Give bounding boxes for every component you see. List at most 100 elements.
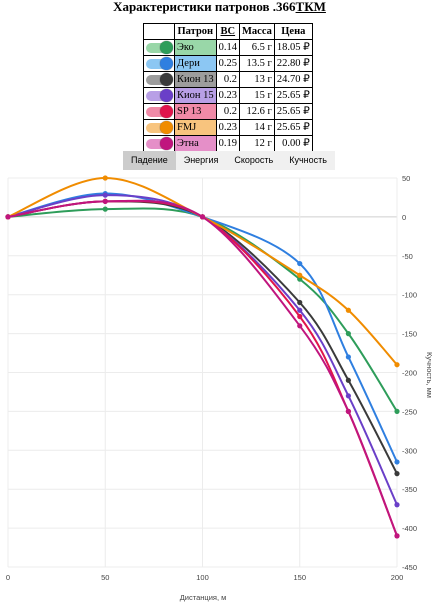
x-tick-label: 200 — [391, 573, 404, 582]
data-point[interactable] — [345, 307, 351, 313]
series-toggle[interactable] — [143, 135, 175, 152]
y-tick-label: -350 — [402, 485, 417, 494]
series-toggle[interactable] — [143, 119, 175, 136]
data-point[interactable] — [297, 260, 303, 267]
data-point[interactable] — [345, 331, 351, 337]
toggle-knob[interactable] — [160, 120, 173, 134]
ammo-price: 25.65 ₽ — [273, 119, 313, 136]
data-point[interactable] — [297, 276, 303, 282]
ammo-bc: 0.23 — [215, 119, 241, 136]
chart-series — [5, 175, 400, 539]
data-point[interactable] — [297, 299, 303, 306]
data-point[interactable] — [394, 362, 400, 368]
ammo-table-body: Эко 0.14 6.5 г 18.05 ₽ Дери 0.25 13.5 г 22.80 ₽… — [143, 39, 313, 152]
data-point[interactable] — [345, 354, 351, 360]
data-point[interactable] — [345, 377, 351, 383]
ammo-name: Этна — [174, 135, 217, 152]
x-tick-label: 100 — [196, 573, 209, 582]
tab-1[interactable]: Энергия — [183, 155, 219, 165]
data-point[interactable] — [297, 307, 303, 313]
data-point[interactable] — [102, 175, 108, 181]
title-underlined: ТКМ — [295, 0, 326, 14]
data-point[interactable] — [5, 214, 11, 220]
y-tick-label: -100 — [402, 291, 417, 300]
header-switch — [143, 23, 175, 40]
ammo-mass: 13.5 г — [239, 55, 275, 72]
title-main: Характеристики патронов .366 — [113, 0, 296, 14]
toggle-knob[interactable] — [160, 56, 173, 70]
x-tick-label: 0 — [6, 573, 10, 582]
toggle-knob[interactable] — [160, 88, 173, 102]
table-row: Кион 13 0.2 13 г 24.70 ₽ — [143, 71, 313, 88]
data-point[interactable] — [394, 533, 400, 539]
series-toggle[interactable] — [143, 87, 175, 104]
toggle-switch[interactable] — [146, 40, 173, 54]
y-tick-label: -50 — [402, 252, 413, 261]
ammo-mass: 14 г — [239, 119, 275, 136]
x-tick-label: 50 — [101, 573, 109, 582]
data-point[interactable] — [394, 459, 400, 465]
toggle-knob[interactable] — [160, 104, 173, 118]
ammo-bc: 0.25 — [215, 55, 241, 72]
data-point[interactable] — [297, 323, 303, 329]
toggle-knob[interactable] — [160, 136, 173, 150]
series-line — [7, 194, 398, 506]
ammo-price: 22.80 ₽ — [273, 55, 313, 72]
table-row: Этна 0.19 12 г 0.00 ₽ — [143, 135, 313, 152]
toggle-switch[interactable] — [146, 72, 173, 86]
table-row: Кион 15 0.23 15 г 25.65 ₽ — [143, 87, 313, 104]
header-price: Цена — [273, 23, 313, 40]
data-point[interactable] — [199, 214, 206, 220]
toggle-switch[interactable] — [146, 88, 173, 102]
header-name: Патрон — [174, 23, 217, 40]
ammo-name: Кион 13 — [174, 71, 217, 88]
data-point[interactable] — [102, 198, 108, 204]
ammo-mass: 12.6 г — [239, 103, 275, 120]
ammo-bc: 0.14 — [215, 39, 241, 56]
series-toggle[interactable] — [143, 39, 175, 56]
ammo-name: FMJ — [174, 119, 217, 136]
ammo-name: SP 13 — [174, 103, 217, 120]
data-point[interactable] — [102, 206, 108, 212]
series-toggle[interactable] — [143, 103, 175, 120]
ammo-table: Патрон ВС Масса Цена Эко 0.14 6.5 г 18.05 ₽… — [143, 23, 313, 152]
toggle-switch[interactable] — [146, 120, 173, 134]
ammo-name: Дери — [174, 55, 217, 72]
toggle-switch[interactable] — [146, 56, 173, 70]
header-bc: ВС — [215, 23, 241, 40]
data-point[interactable] — [394, 502, 400, 508]
data-point[interactable] — [102, 192, 108, 198]
table-row: Дери 0.25 13.5 г 22.80 ₽ — [143, 55, 313, 72]
toggle-knob[interactable] — [160, 72, 173, 86]
series-toggle[interactable] — [143, 55, 175, 72]
tab-2[interactable]: Скорость — [234, 155, 274, 165]
y-tick-label: -400 — [402, 524, 417, 533]
data-point[interactable] — [345, 393, 351, 399]
data-point[interactable] — [394, 408, 400, 414]
ammo-name: Эко — [174, 39, 217, 56]
data-point[interactable] — [345, 408, 351, 414]
tab-0[interactable]: Падение — [123, 151, 176, 170]
ammo-price: 0.00 ₽ — [273, 135, 313, 152]
table-row: Эко 0.14 6.5 г 18.05 ₽ — [143, 39, 313, 56]
series-toggle[interactable] — [143, 71, 175, 88]
y-tick-label: -300 — [402, 446, 417, 455]
data-point[interactable] — [394, 471, 400, 477]
x-axis-label: Дистанция, м — [180, 593, 227, 602]
tab-3[interactable]: Кучность — [289, 155, 327, 165]
data-point[interactable] — [297, 313, 303, 320]
toggle-switch[interactable] — [146, 136, 173, 150]
y-tick-label: 0 — [402, 213, 406, 222]
ammo-mass: 15 г — [239, 87, 275, 104]
chart-tabs: Падение Энергия Скорость Кучность — [123, 151, 335, 170]
y-tick-label: 50 — [402, 174, 410, 183]
chart-grid — [7, 177, 398, 568]
ammo-price: 25.65 ₽ — [273, 103, 313, 120]
ammo-price: 18.05 ₽ — [273, 39, 313, 56]
data-point[interactable] — [297, 272, 303, 278]
page-title: Характеристики патронов .366ТКМ — [0, 0, 439, 14]
toggle-switch[interactable] — [146, 104, 173, 118]
ammo-mass: 6.5 г — [239, 39, 275, 56]
toggle-knob[interactable] — [160, 40, 173, 54]
table-row: SP 13 0.2 12.6 г 25.65 ₽ — [143, 103, 313, 120]
